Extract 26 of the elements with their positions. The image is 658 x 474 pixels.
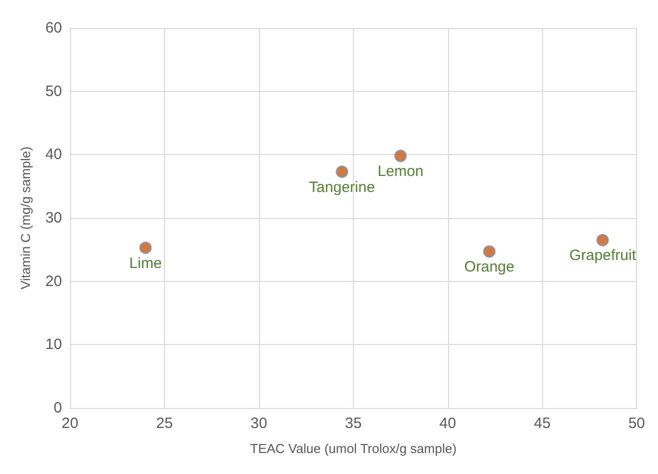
point (483, 245, 496, 258)
y-axis-title: Vitamin C (mg/g sample) (18, 146, 33, 290)
y-tick-label: 60 (45, 20, 62, 36)
annotation: Tangerine (309, 178, 375, 196)
x-tick-label: 25 (156, 415, 173, 432)
x-tick-label: 50 (628, 415, 645, 432)
point (596, 234, 609, 246)
point (139, 242, 152, 254)
point (394, 150, 407, 162)
annotation: Lime (129, 254, 162, 272)
x-tick-label: 40 (439, 415, 456, 432)
x-tick-label: 45 (534, 415, 551, 432)
y-tick-label: 50 (45, 82, 62, 100)
x-axis-title: TEAC Value (umol Trolox/g sample) (250, 441, 457, 456)
y-tick-label: 30 (45, 210, 62, 226)
x-tick-label: 30 (250, 415, 268, 432)
y-tick-label: 10 (45, 336, 62, 354)
annotation: Grapefruit (569, 247, 637, 264)
annotation: Lemon (378, 162, 424, 180)
x-tick-label: 20 (62, 415, 78, 432)
annotation: Orange (464, 258, 514, 276)
x-tick-label: 35 (344, 415, 362, 432)
y-tick-label: 0 (54, 400, 62, 416)
y-tick-label: 20 (45, 272, 62, 290)
y-tick-label: 40 (45, 146, 62, 164)
point (336, 166, 348, 178)
